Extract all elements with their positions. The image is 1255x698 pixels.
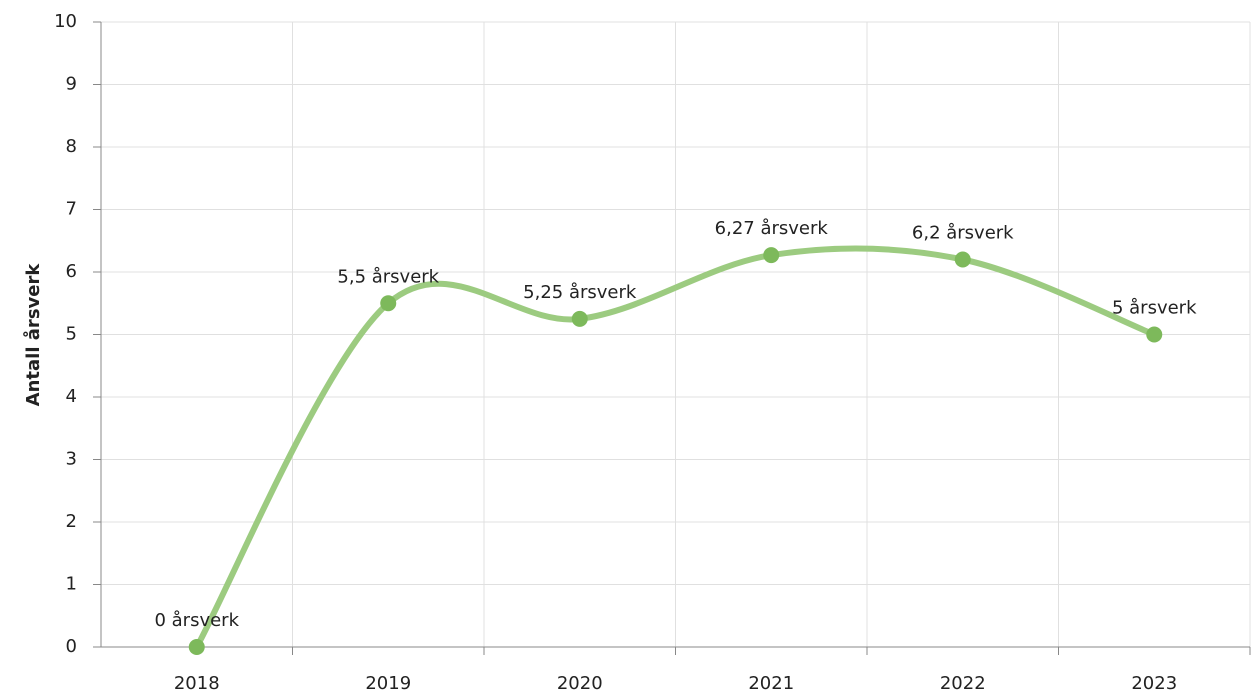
y-tick-label: 4	[66, 386, 77, 407]
y-tick-label: 0	[66, 636, 77, 657]
data-point	[763, 247, 780, 264]
x-tick-label: 2018	[174, 673, 220, 694]
data-label: 0 årsverk	[154, 610, 239, 631]
y-tick-label: 6	[66, 261, 77, 282]
data-label: 5,5 årsverk	[337, 266, 439, 287]
x-tick-label: 2022	[940, 673, 986, 694]
y-tick-label: 5	[66, 324, 77, 345]
data-point	[954, 251, 971, 268]
series-line	[193, 245, 1158, 650]
data-label: 5,25 årsverk	[523, 282, 637, 303]
y-tick-label: 9	[66, 74, 77, 95]
data-label: 6,27 årsverk	[715, 218, 829, 239]
x-tick-label: 2020	[557, 673, 603, 694]
data-point	[571, 310, 588, 327]
y-tick-label: 3	[66, 449, 77, 470]
data-label: 5 årsverk	[1112, 298, 1197, 319]
x-tick-label: 2019	[365, 673, 411, 694]
data-point	[380, 295, 397, 312]
data-point	[188, 639, 205, 655]
y-tick-label: 10	[54, 11, 77, 32]
data-label: 6,2 årsverk	[912, 223, 1014, 244]
y-tick-label: 8	[66, 136, 77, 157]
y-axis-label: Antall årsverk	[22, 263, 44, 407]
y-tick-label: 7	[66, 199, 77, 220]
x-tick-label: 2021	[748, 673, 794, 694]
data-point	[1146, 326, 1163, 343]
y-tick-label: 1	[66, 574, 77, 595]
x-tick-label: 2023	[1131, 673, 1177, 694]
y-tick-label: 2	[66, 511, 77, 532]
